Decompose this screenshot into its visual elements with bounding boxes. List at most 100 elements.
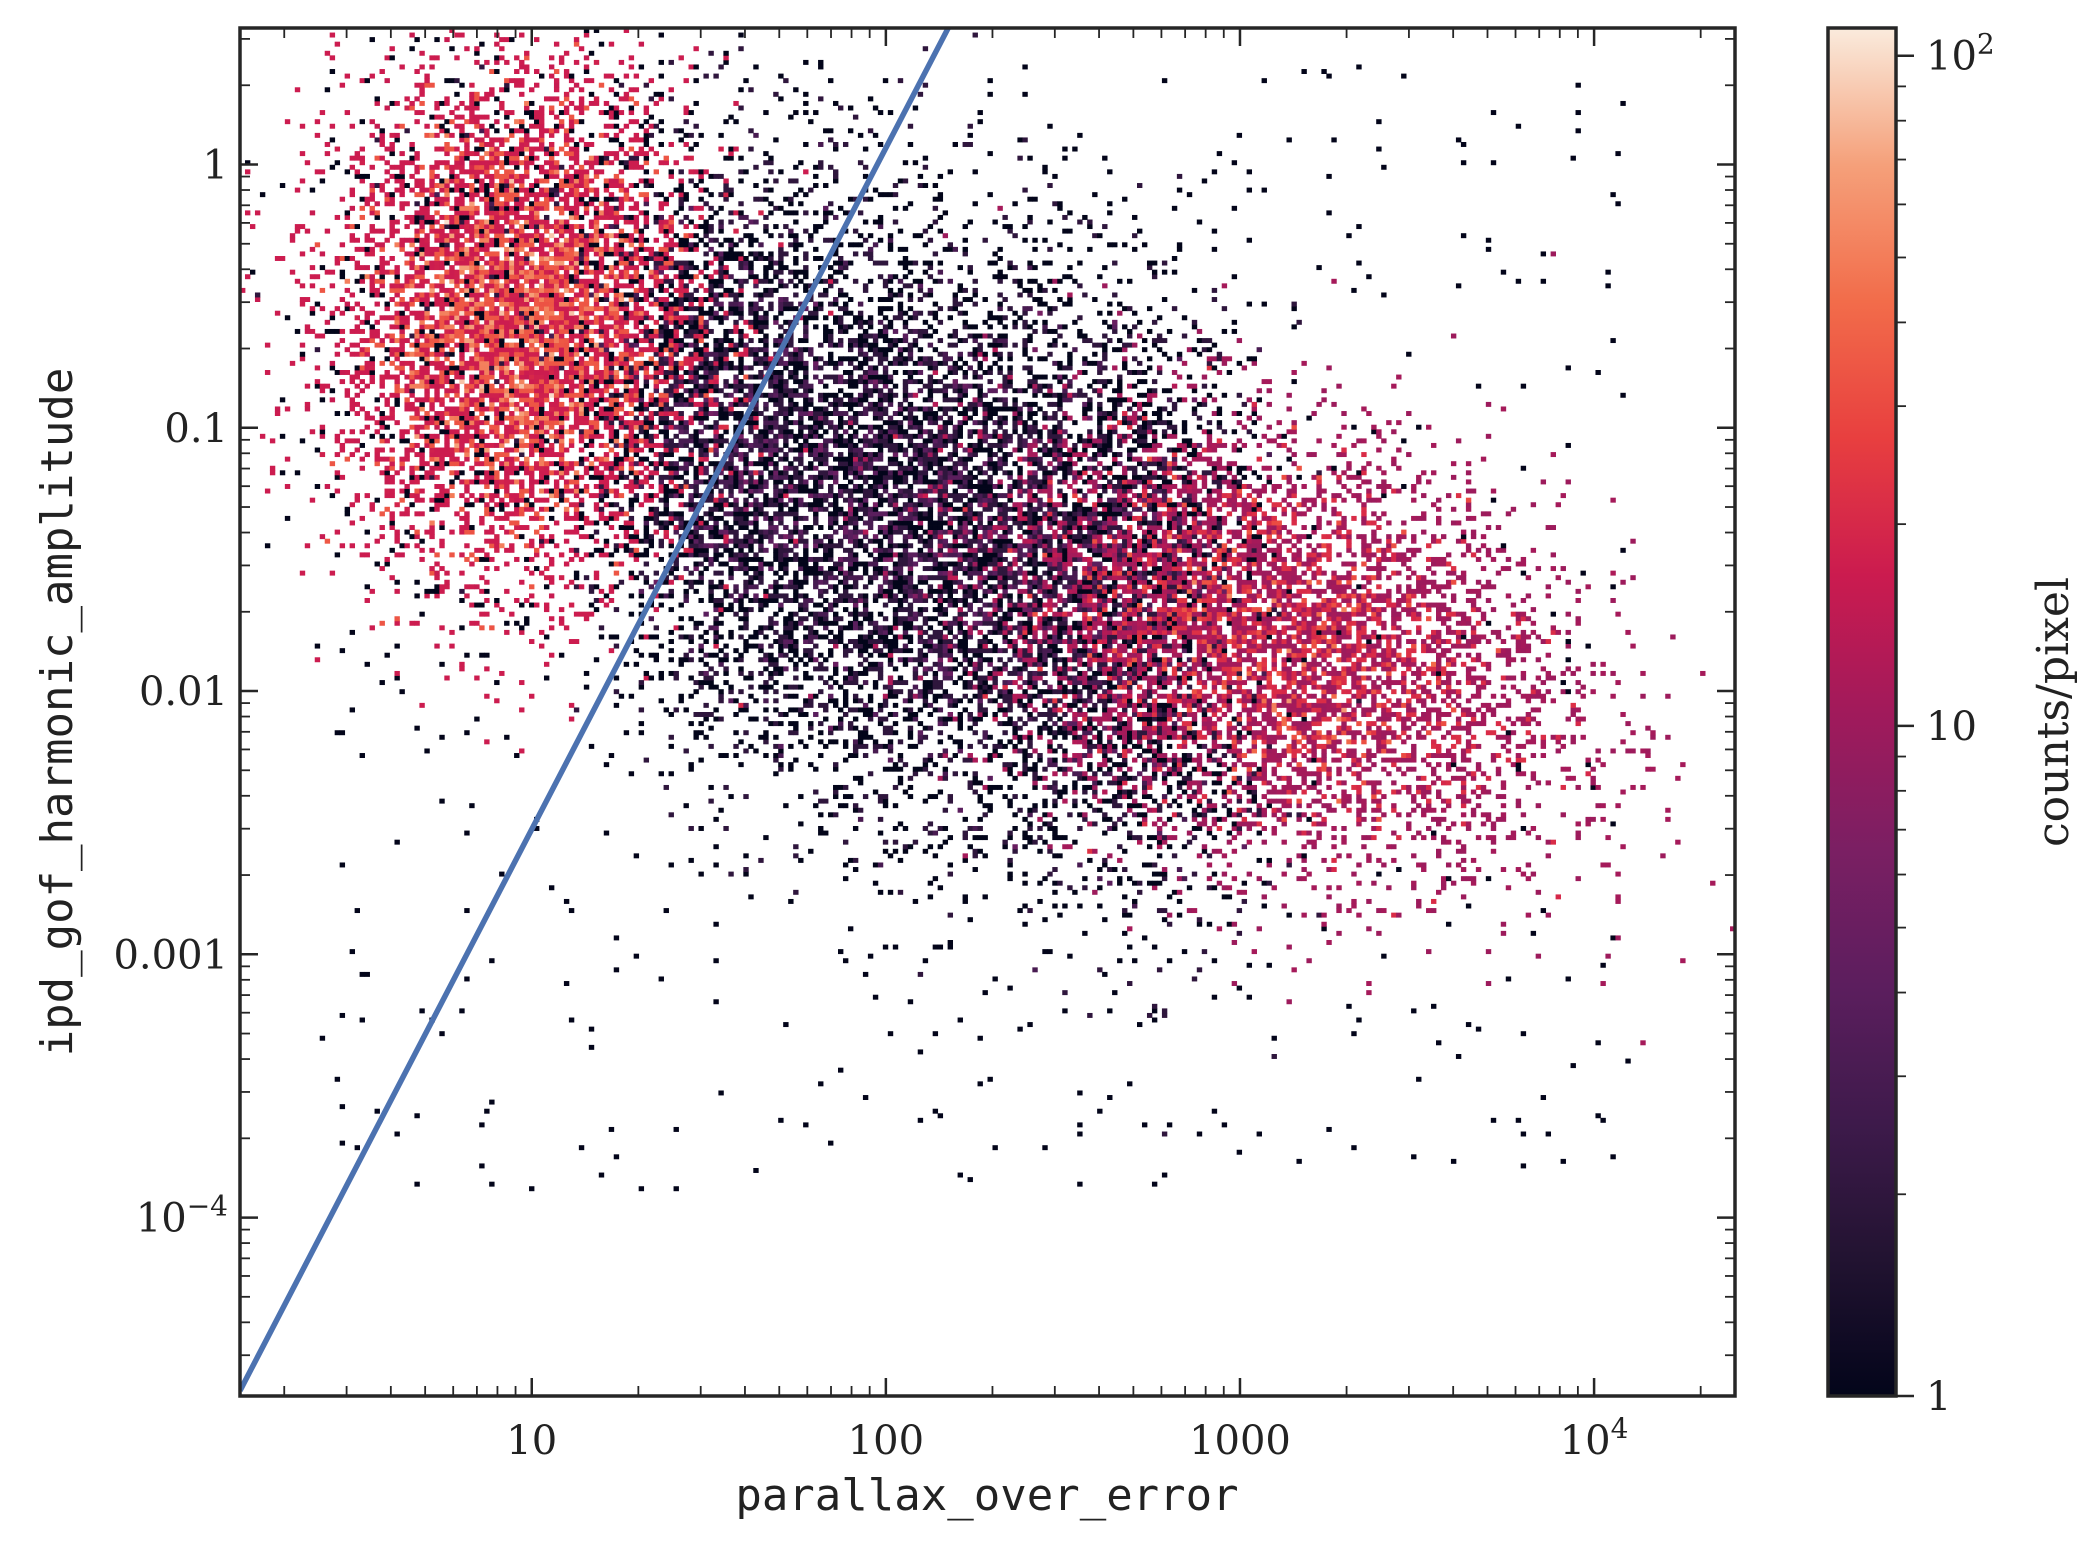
heatmap-cell: [1455, 766, 1462, 772]
heatmap-cell: [1087, 675, 1093, 681]
heatmap-cell: [877, 716, 884, 722]
heatmap-cell: [1306, 771, 1312, 777]
heatmap-cell: [847, 721, 854, 727]
heatmap-cell: [1082, 716, 1088, 722]
heatmap-cell: [847, 794, 854, 800]
heatmap-cell: [842, 958, 849, 964]
heatmap-cell: [1097, 607, 1103, 613]
heatmap-cell: [1186, 734, 1193, 740]
heatmap-cell: [1440, 620, 1447, 626]
heatmap-cell: [1107, 880, 1113, 886]
heatmap-cell: [1012, 848, 1018, 854]
heatmap-cell: [803, 616, 809, 622]
heatmap-cell: [1316, 634, 1322, 640]
heatmap-cell: [1107, 611, 1113, 617]
heatmap-cell: [1052, 648, 1058, 654]
heatmap-cell: [1052, 721, 1058, 727]
heatmap-cell: [1017, 666, 1023, 672]
heatmap-cell: [1455, 1054, 1462, 1059]
heatmap-cell: [1251, 771, 1257, 777]
heatmap-cell: [872, 994, 879, 1000]
heatmap-cell: [1465, 680, 1472, 686]
heatmap-cell: [1520, 657, 1527, 663]
heatmap-cell: [1216, 616, 1223, 622]
heatmap-cell: [1206, 757, 1213, 763]
heatmap-cell: [1166, 766, 1173, 772]
heatmap-cell: [1077, 607, 1083, 613]
heatmap-cell: [828, 1140, 834, 1146]
heatmap-cell: [813, 666, 819, 672]
heatmap-cell: [1236, 775, 1243, 781]
heatmap-cell: [768, 643, 774, 649]
heatmap-cell: [1291, 784, 1297, 790]
heatmap-cell: [1092, 743, 1098, 749]
heatmap-cell: [1271, 753, 1277, 758]
heatmap-cell: [932, 698, 939, 704]
heatmap-cell: [1296, 762, 1302, 768]
heatmap-cell: [1122, 648, 1128, 654]
heatmap-cell: [1037, 598, 1043, 603]
heatmap-cell: [882, 743, 889, 749]
heatmap-cell: [1500, 702, 1507, 708]
heatmap-cell: [937, 707, 944, 713]
heatmap-cell: [1156, 967, 1163, 973]
heatmap-cell: [1102, 917, 1108, 923]
heatmap-cell: [872, 643, 879, 649]
heatmap-cell: [1351, 757, 1357, 763]
heatmap-cell: [683, 598, 689, 603]
heatmap-cell: [1416, 693, 1422, 699]
heatmap-cell: [1052, 889, 1058, 895]
heatmap-cell: [902, 616, 909, 622]
heatmap-cell: [818, 721, 824, 727]
heatmap-cell: [1276, 721, 1282, 727]
heatmap-cell: [1411, 611, 1417, 617]
heatmap-cell: [1077, 1122, 1083, 1128]
heatmap-cell: [1271, 885, 1277, 891]
heatmap-cell: [1211, 702, 1218, 708]
heatmap-cell: [1146, 616, 1153, 622]
heatmap-cell: [1470, 712, 1477, 717]
heatmap-cell: [394, 643, 400, 649]
heatmap-cell: [907, 775, 914, 781]
heatmap-cell: [1206, 716, 1213, 722]
heatmap-cell: [708, 684, 714, 690]
heatmap-cell: [1336, 639, 1342, 644]
heatmap-cell: [1236, 1149, 1243, 1155]
heatmap-cell: [1341, 716, 1347, 722]
heatmap-cell: [1426, 666, 1432, 672]
heatmap-cell: [1146, 775, 1153, 781]
heatmap-cell: [1321, 712, 1327, 717]
heatmap-cell: [1515, 634, 1522, 640]
heatmap-cell: [977, 643, 983, 649]
heatmap-cell: [1236, 611, 1243, 617]
heatmap-cell: [1236, 616, 1243, 622]
heatmap-cell: [1241, 625, 1248, 631]
heatmap-cell: [354, 1145, 360, 1151]
heatmap-cell: [1266, 616, 1272, 622]
heatmap-cell: [1505, 657, 1512, 663]
heatmap-cell: [1151, 862, 1158, 868]
heatmap-cell: [1052, 698, 1058, 704]
heatmap-cell: [1211, 634, 1218, 640]
heatmap-cell: [803, 607, 809, 613]
heatmap-cell: [763, 625, 769, 631]
heatmap-cell: [1585, 816, 1591, 822]
heatmap-cell: [1166, 1122, 1173, 1128]
heatmap-cell: [499, 670, 505, 676]
heatmap-cell: [743, 748, 749, 754]
heatmap-cell: [1226, 862, 1233, 868]
heatmap-cell: [464, 976, 470, 982]
heatmap-cell: [1251, 721, 1257, 727]
heatmap-cell: [713, 607, 719, 613]
heatmap-cell: [1490, 1117, 1497, 1123]
heatmap-cell: [1117, 684, 1123, 690]
heatmap-cell: [1171, 707, 1178, 713]
heatmap-cell: [823, 830, 829, 836]
heatmap-cell: [1440, 602, 1447, 608]
heatmap-cell: [1137, 634, 1143, 640]
heatmap-cell: [1062, 639, 1068, 644]
heatmap-cell: [1047, 730, 1053, 736]
heatmap-cell: [1475, 675, 1482, 681]
heatmap-cell: [1141, 693, 1148, 699]
heatmap-cell: [1401, 607, 1407, 613]
